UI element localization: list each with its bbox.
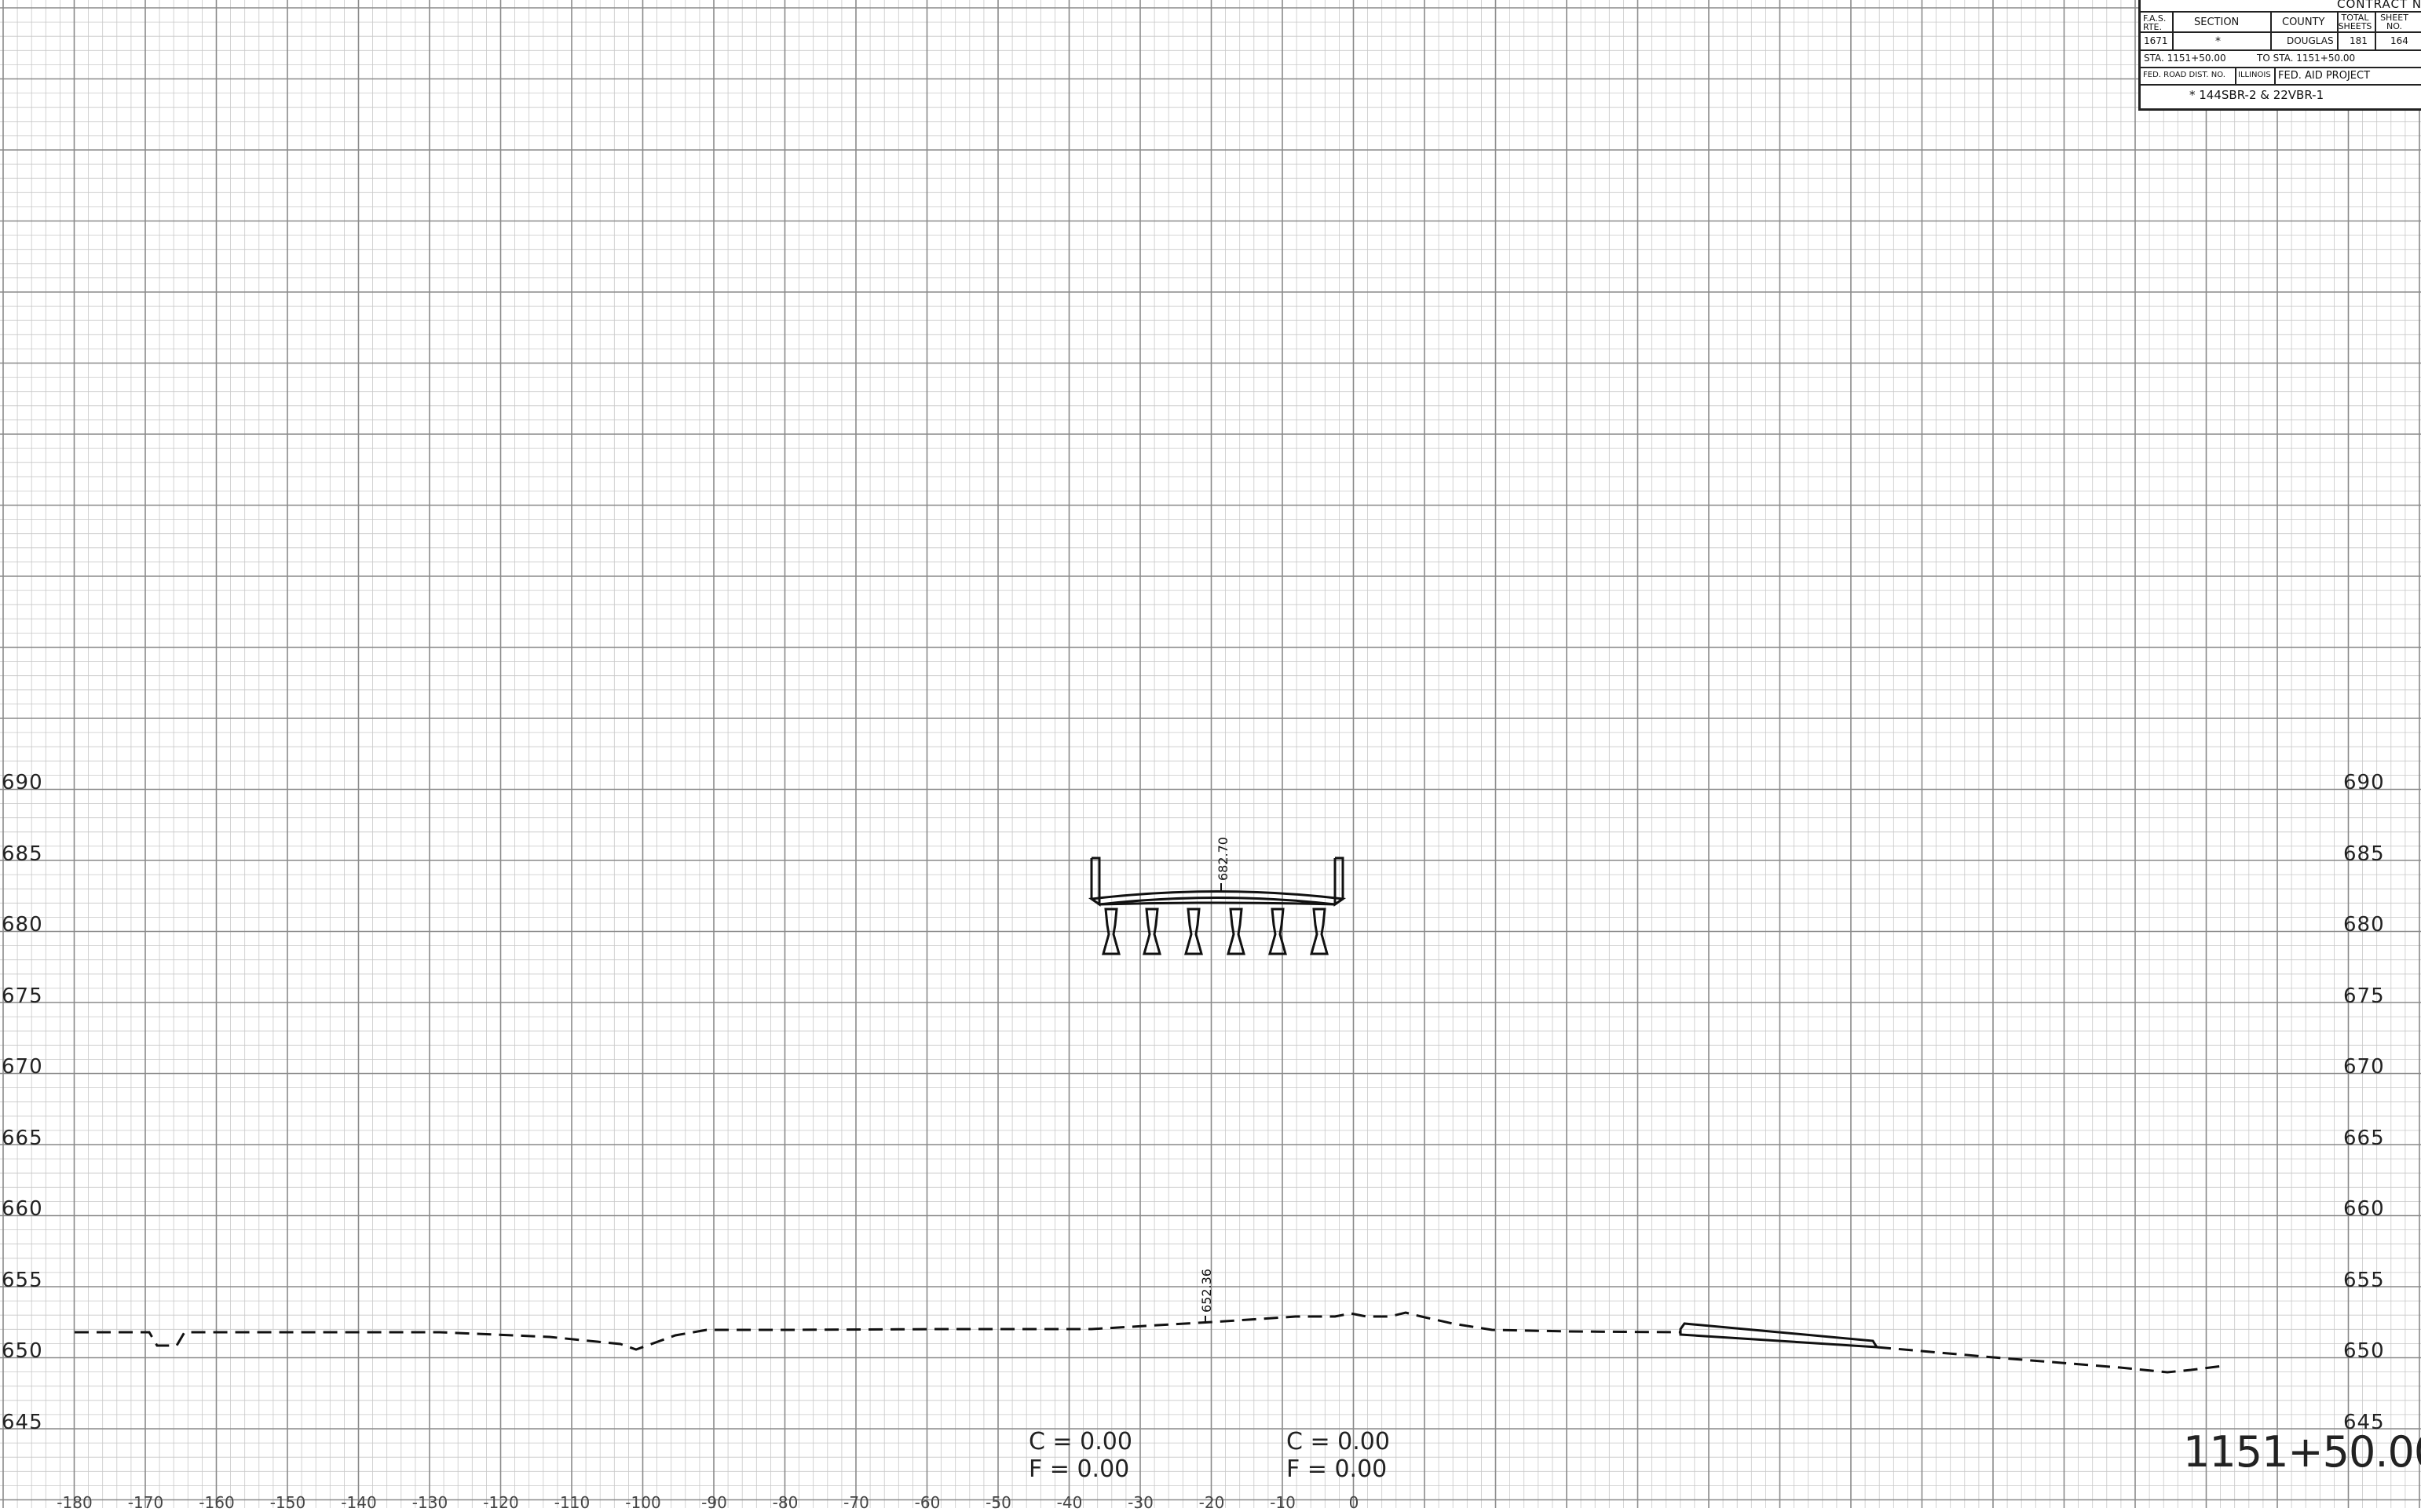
elevation-label-left: 645 (2, 1410, 43, 1434)
contract-label: CONTRACT NO. 76 (2337, 0, 2421, 11)
girder (1310, 908, 1329, 955)
fed-road-dist: FED. ROAD DIST. NO. (2143, 71, 2225, 79)
offset-label: -120 (483, 1493, 519, 1512)
value-county: DOUGLAS (2287, 35, 2334, 46)
state-label: ILLINOIS (2238, 71, 2271, 79)
value-section: * (2215, 35, 2221, 48)
elevation-label-right: 690 (2343, 771, 2385, 794)
offset-label: -40 (1056, 1493, 1083, 1512)
girder (1102, 908, 1121, 955)
offset-scale: -180 -170 -160 -150 -140 -130 -120 -110 -100 -90-… (0, 1493, 2421, 1512)
existing-ground-line-right (1876, 1346, 2223, 1374)
offset-label: -110 (554, 1493, 591, 1512)
elevation-label-right: 660 (2343, 1197, 2385, 1221)
girder (1184, 908, 1203, 955)
offset-label: -150 (269, 1493, 306, 1512)
offset-label: -100 (625, 1493, 661, 1512)
elevation-label-left: 650 (2, 1339, 43, 1363)
cut-quantity-1: C = 0.00 (1029, 1428, 1132, 1455)
offset-label: -50 (986, 1493, 1011, 1512)
fill-quantity-1: F = 0.00 (1029, 1455, 1130, 1483)
offset-label: -10 (1270, 1493, 1296, 1512)
station-from: STA. 1151+50.00 (2144, 53, 2226, 64)
offset-label: -140 (341, 1493, 377, 1512)
elevation-label-right: 685 (2343, 842, 2385, 866)
header-total-sheets: TOTAL SHEETS (2338, 13, 2372, 31)
value-sheet-no: 164 (2390, 35, 2408, 46)
elevation-label-left: 690 (2, 771, 43, 794)
slope-pad (1679, 1322, 1879, 1349)
header-sheet-no: SHEET NO. (2380, 13, 2408, 31)
existing-ground-line (75, 1311, 1681, 1351)
header-county: COUNTY (2282, 16, 2325, 28)
title-block: CONTRACT NO. 76 F.A.S. RTE. SECTION COUN… (2138, 0, 2421, 111)
elevation-label-left: 655 (2, 1268, 43, 1292)
offset-label: -130 (411, 1493, 448, 1512)
elevation-label-left: 675 (2, 984, 43, 1008)
offset-label: -170 (127, 1493, 164, 1512)
girders (1102, 908, 1329, 955)
value-route: 1671 (2144, 35, 2168, 46)
fill-quantity-2: F = 0.00 (1286, 1455, 1388, 1483)
offset-label: -180 (57, 1493, 93, 1512)
bridge-elevation-label: 682.70 (1216, 837, 1231, 881)
station-to: TO STA. 1151+50.00 (2257, 53, 2356, 64)
elevation-label-right: 665 (2343, 1126, 2385, 1150)
fed-aid-project: FED. AID PROJECT (2278, 70, 2371, 82)
elevation-label-left: 685 (2, 842, 43, 866)
value-total-sheets: 181 (2350, 35, 2368, 46)
elevation-label-right: 650 (2343, 1339, 2385, 1363)
elevation-label-right: 675 (2343, 984, 2385, 1008)
offset-label: -80 (772, 1493, 799, 1512)
offset-label: -60 (914, 1493, 941, 1512)
station-label: 1151+50.00 (2183, 1427, 2421, 1477)
bridge-deck-section (1088, 856, 1347, 955)
elevation-label-left: 680 (2, 913, 43, 937)
offset-label: 0 (1348, 1493, 1359, 1512)
cut-quantity-2: C = 0.00 (1286, 1428, 1390, 1455)
elevation-label-right: 655 (2343, 1268, 2385, 1292)
elevation-label-left: 660 (2, 1197, 43, 1221)
offset-label: -20 (1198, 1493, 1225, 1512)
header-route: F.A.S. RTE. (2143, 13, 2167, 32)
girder (1268, 908, 1287, 955)
offset-label: -160 (199, 1493, 235, 1512)
girder (1143, 908, 1161, 955)
elevation-label-right: 680 (2343, 913, 2385, 937)
offset-label: -90 (701, 1493, 727, 1512)
elevation-label-left: 665 (2, 1126, 43, 1150)
girder (1227, 908, 1245, 955)
elevation-label-right: 670 (2343, 1055, 2385, 1079)
elevation-label-right: 645 (2343, 1410, 2385, 1434)
offset-label: -70 (843, 1493, 869, 1512)
section-note: * 144SBR-2 & 22VBR-1 (2189, 88, 2324, 102)
header-section: SECTION (2194, 16, 2240, 28)
offset-label: -30 (1128, 1493, 1154, 1512)
ground-elevation-label: 652.36 (1199, 1269, 1214, 1313)
elevation-label-left: 670 (2, 1055, 43, 1079)
